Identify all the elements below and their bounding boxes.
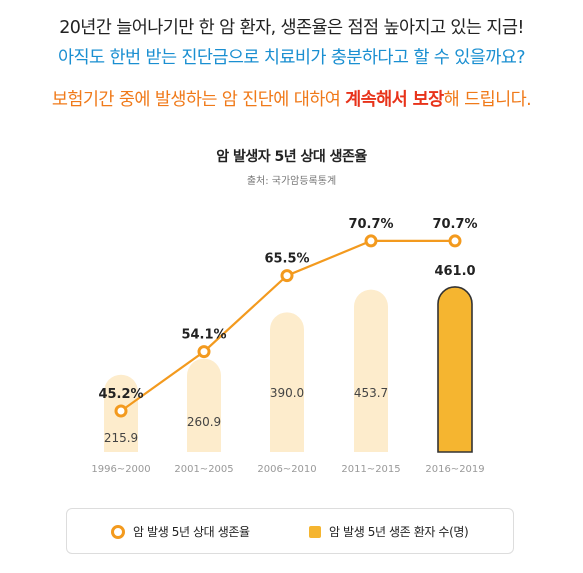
- x-tick-label-3: 2011~2015: [341, 464, 400, 475]
- legend-label-patient-count: 암 발생 5년 생존 환자 수(명): [329, 525, 469, 539]
- survival-rate-label-0: 45.2%: [98, 387, 143, 402]
- bar-3: [354, 289, 388, 452]
- headline-3: 보험기간 중에 발생하는 암 진단에 대하여 계속해서 보장해 드립니다.: [0, 86, 583, 111]
- x-tick-label-2: 2006~2010: [257, 464, 316, 475]
- headline-3-emphasis: 계속해서 보장: [345, 90, 444, 110]
- headline-3-prefix: 보험기간 중에 발생하는 암 진단에 대하여: [51, 90, 346, 110]
- bar-2: [270, 312, 304, 452]
- survival-rate-point-0: [114, 404, 128, 418]
- legend-label-survival-rate: 암 발생 5년 상대 생존율: [133, 525, 250, 539]
- headline-1: 20년간 늘어나기만 한 암 환자, 생존율은 점점 높아지고 있는 지금!: [59, 18, 524, 38]
- bar-value-label-0: 215.9: [104, 431, 138, 445]
- headline-3-suffix: 해 드립니다.: [443, 90, 532, 110]
- survival-rate-point-3: [364, 234, 378, 248]
- bar-value-label-2: 390.0: [270, 386, 304, 400]
- chart-legend: 암 발생 5년 상대 생존율 암 발생 5년 생존 환자 수(명): [66, 508, 514, 554]
- survival-rate-label-1: 54.1%: [181, 328, 226, 343]
- legend-square-marker: [309, 525, 321, 538]
- bar-value-label-3: 453.7: [354, 386, 388, 400]
- bar-value-label-4: 461.0: [434, 264, 475, 279]
- legend-item-patient-count: 암 발생 5년 생존 환자 수(명): [309, 523, 469, 540]
- chart-source: 출처: 국가암등록통계: [246, 176, 337, 187]
- legend-item-survival-rate: 암 발생 5년 상대 생존율: [111, 523, 250, 540]
- bar-1: [187, 358, 221, 452]
- x-tick-label-1: 2001~2005: [174, 464, 233, 475]
- survival-rate-point-1: [197, 345, 211, 359]
- bar-value-label-1: 260.9: [187, 415, 221, 429]
- combo-chart: 215.9 260.9 390.0 453.7 461.0 1996~2000 2001~2…: [91, 217, 484, 475]
- survival-rate-label-2: 65.5%: [264, 252, 309, 267]
- survival-rate-label-3: 70.7%: [348, 217, 393, 232]
- survival-rate-point-2: [280, 269, 294, 283]
- x-tick-label-4: 2016~2019: [425, 464, 484, 475]
- headline-2: 아직도 한번 받는 진단금으로 치료비가 충분하다고 할 수 있을까요?: [58, 48, 525, 68]
- survival-rate-label-4: 70.7%: [432, 217, 477, 232]
- chart-title: 암 발생자 5년 상대 생존율: [216, 149, 367, 165]
- bar-4: [437, 286, 473, 453]
- x-tick-label-0: 1996~2000: [91, 464, 150, 475]
- legend-circle-marker: [111, 524, 125, 539]
- survival-rate-point-4: [448, 234, 462, 248]
